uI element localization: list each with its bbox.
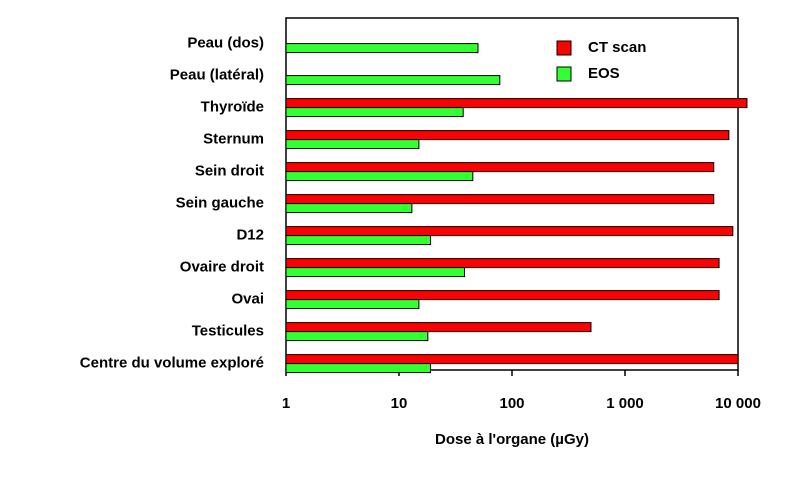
bar [285,203,413,214]
bar [285,139,420,150]
y-tick-label: Sternum [203,131,264,148]
bar [285,75,501,86]
bar [285,267,466,278]
bar [285,363,431,374]
bar [285,354,739,365]
bar [285,43,479,54]
y-tick-label: Peau (dos) [187,35,264,52]
bar [285,130,730,141]
bar [285,107,464,118]
x-tick-label: 100 [499,395,524,412]
bar [285,162,715,173]
y-tick-label: Centre du volume exploré [80,355,264,372]
bar [285,290,720,301]
y-tick-label: Peau (latéral) [170,67,264,84]
x-tick-label: 1 000 [606,395,644,412]
bar [285,331,429,342]
legend-swatch [556,40,572,56]
bar [285,258,720,269]
legend-label: CT scan [588,39,646,56]
y-tick-label: Thyroïde [201,99,264,116]
x-axis-label: Dose à l'organe (µGy) [435,431,589,448]
y-tick-label: Testicules [192,323,264,340]
bar [285,171,474,182]
y-tick-label: Ovaire droit [180,259,264,276]
bar [285,226,734,237]
legend-swatch [556,66,572,82]
legend-label: EOS [588,65,620,82]
x-tick-label: 10 000 [715,395,761,412]
bar [285,322,592,333]
y-tick-label: Sein gauche [176,195,264,212]
bar [285,194,715,205]
x-tick-label: 1 [282,395,290,412]
plot-frame [285,17,739,371]
y-tick-label: D12 [236,227,264,244]
bar [285,235,431,246]
y-tick-label: Ovai [231,291,264,308]
bar [285,299,420,310]
y-tick-label: Sein droit [195,163,264,180]
x-tick-label: 10 [391,395,408,412]
bar [285,98,748,109]
